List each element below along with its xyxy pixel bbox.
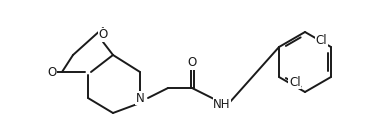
Text: N: N: [136, 91, 144, 105]
Text: O: O: [99, 29, 108, 41]
Text: Cl: Cl: [289, 76, 301, 88]
Text: O: O: [187, 56, 197, 70]
Text: O: O: [47, 65, 57, 79]
Text: Cl: Cl: [316, 34, 327, 48]
Text: NH: NH: [213, 98, 231, 110]
